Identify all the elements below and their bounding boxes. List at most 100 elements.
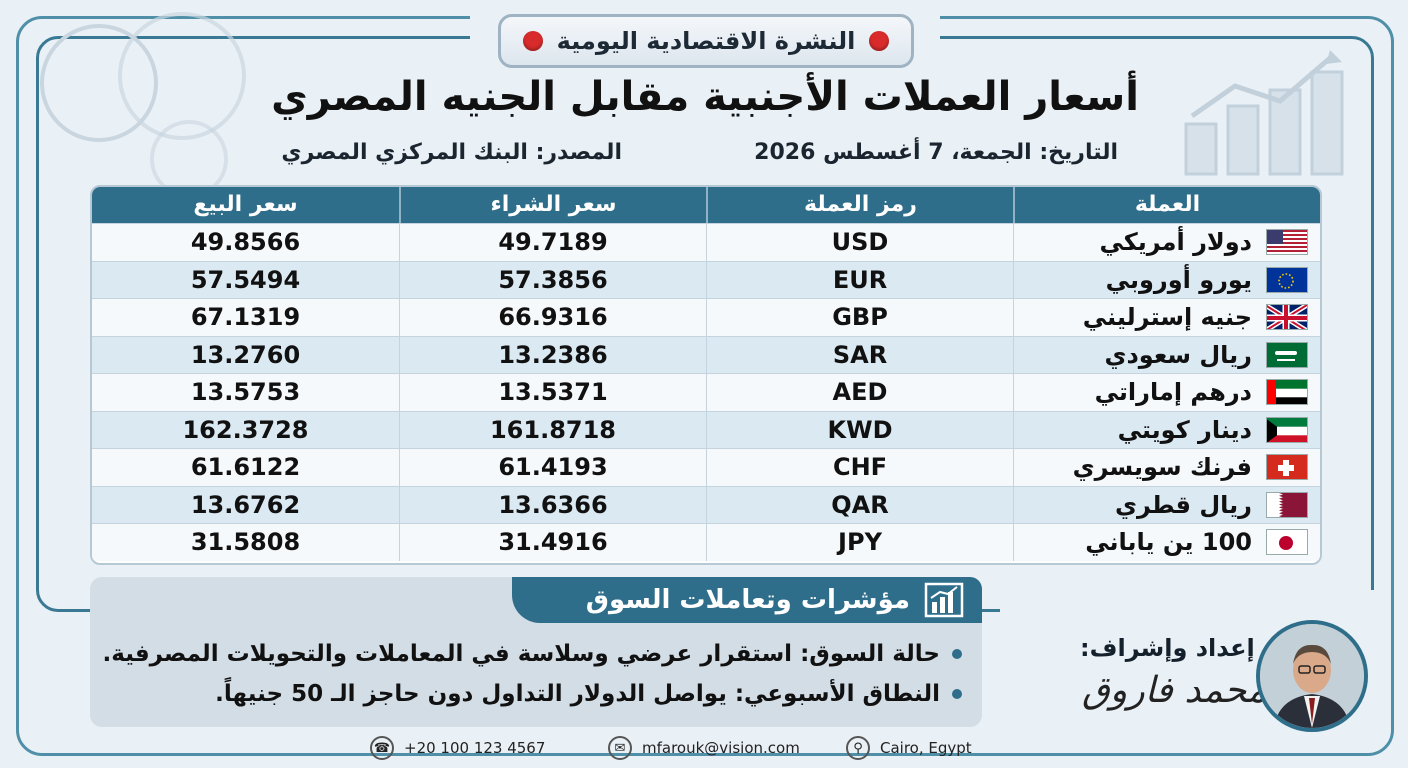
table-row: فرنك سويسري CHF 61.4193 61.6122 [92,448,1320,486]
currency-cell: فرنك سويسري [1013,449,1320,486]
weekly-range-text: النطاق الأسبوعي: يواصل الدولار التداول د… [215,681,940,707]
buy-price: 13.2386 [399,336,706,373]
ch-flag-icon [1266,454,1308,481]
location-pin-icon: ⚲ [846,736,870,760]
author-signature: محمد فاروق [1082,670,1267,711]
currency-name: فرنك سويسري [1072,453,1252,482]
table-row: ريال سعودي SAR 13.2386 13.2760 [92,335,1320,373]
currency-name: يورو أوروبي [1105,265,1252,294]
buy-price: 57.3856 [399,261,706,298]
sell-price: 61.6122 [190,453,301,481]
sell-price: 13.5753 [190,378,301,406]
table-row: درهم إماراتي AED 13.5371 13.5753 [92,373,1320,411]
table-row: 100 ين ياباني JPY 31.4916 31.5808 [92,523,1320,561]
currency-code: JPY [706,524,1013,561]
sell-price: 13.2760 [190,340,301,369]
currency-name: دولار أمريكي [1099,228,1252,257]
currency-name: دينار كويتي [1117,415,1252,444]
currency-code: EUR [706,261,1013,298]
currency-code: SAR [706,336,1013,373]
currency-name: جنيه إسترليني [1082,303,1252,332]
currency-code: KWD [706,411,1013,448]
exchange-rate-table: العملة رمز العملة سعر الشراء سعر البيع د… [90,185,1322,565]
red-dot-icon [522,31,543,51]
market-indicators-title: مؤشرات وتعاملات السوق [585,585,910,615]
author-label: إعداد وإشراف: [1080,634,1255,662]
buy-price: 13.5371 [399,374,706,411]
currency-name: ريال قطري [1114,490,1252,519]
currency-name: درهم إماراتي [1094,378,1252,407]
currency-cell: ريال قطري [1013,486,1320,523]
us-flag-icon [1266,229,1308,256]
qa-flag-icon [1266,491,1308,518]
phone-number: +20 100 123 4567 [404,739,546,757]
market-bullet: حالة السوق: استقرار عرضي وسلاسة في المعا… [103,641,962,667]
jp-flag-icon [1266,529,1308,556]
currency-name: ريال سعودي [1104,340,1252,369]
table-row: دينار كويتي KWD 161.8718 162.3728 [92,410,1320,448]
badge-label: النشرة الاقتصادية اليومية [556,27,856,55]
currency-cell: درهم إماراتي [1013,374,1320,411]
currency-code: AED [706,374,1013,411]
author-portrait-icon [1260,624,1364,728]
email-icon: ✉ [608,736,632,760]
currency-cell: دولار أمريكي [1013,224,1320,261]
sell-price: 49.8566 [190,228,301,256]
column-header-buy: سعر الشراء [399,187,706,223]
bulletin-date: التاريخ: الجمعة، 7 أغسطس 2026 [754,140,1118,165]
currency-code: USD [706,224,1013,261]
red-dot-icon [869,31,890,51]
currency-cell: جنيه إسترليني [1013,299,1320,336]
currency-cell: يورو أوروبي [1013,261,1320,298]
currency-name: 100 ين ياباني [1085,528,1252,557]
buy-price: 61.4193 [399,449,706,486]
currency-code: GBP [706,299,1013,336]
buy-price: 161.8718 [399,411,706,448]
table-row: جنيه إسترليني GBP 66.9316 67.1319 [92,298,1320,336]
buy-price: 13.6366 [399,486,706,523]
bulletin-badge: النشرة الاقتصادية اليومية [498,14,914,68]
contact-location: ⚲ Cairo, Egypt [846,736,972,760]
buy-price: 49.7189 [399,224,706,261]
table-row: يورو أوروبي EUR 57.3856 57.5494 [92,260,1320,298]
table-row: ريال قطري QAR 13.6366 13.6762 [92,485,1320,523]
uk-flag-icon [1266,304,1308,331]
contact-email[interactable]: ✉ mfarouk@vision.com [608,736,800,760]
ae-flag-icon [1266,379,1308,406]
bullet-dot-icon [952,649,962,659]
table-row: دولار أمريكي USD 49.7189 49.8566 [92,223,1320,261]
contact-phone[interactable]: ☎ +20 100 123 4567 [370,736,545,760]
growth-chart-icon [1184,50,1344,176]
buy-price: 66.9316 [399,299,706,336]
market-bullet: النطاق الأسبوعي: يواصل الدولار التداول د… [215,681,962,707]
column-header-code: رمز العملة [706,187,1013,223]
bullet-dot-icon [952,689,962,699]
table-body: دولار أمريكي USD 49.7189 49.8566 يورو أوروبي… [92,223,1320,561]
eu-flag-icon [1266,266,1308,293]
table-header: العملة رمز العملة سعر الشراء سعر البيع [92,187,1320,223]
market-indicators-header: مؤشرات وتعاملات السوق [512,577,982,623]
location-text: Cairo, Egypt [880,739,972,757]
currency-code: CHF [706,449,1013,486]
bar-chart-icon [924,582,964,618]
currency-cell: ريال سعودي [1013,336,1320,373]
column-header-sell: سعر البيع [193,192,298,217]
currency-cell: 100 ين ياباني [1013,524,1320,561]
kw-flag-icon [1266,416,1308,443]
market-status-text: حالة السوق: استقرار عرضي وسلاسة في المعا… [102,641,940,667]
sell-price: 67.1319 [190,303,301,331]
email-address: mfarouk@vision.com [642,739,800,757]
currency-code: QAR [706,486,1013,523]
currency-cell: دينار كويتي [1013,411,1320,448]
sell-price: 31.5808 [190,528,301,556]
author-avatar [1256,620,1368,732]
sell-price: 162.3728 [182,415,309,444]
market-indicators-panel: مؤشرات وتعاملات السوق حالة السوق: استقرا… [90,577,982,727]
data-source: المصدر: البنك المركزي المصري [281,140,622,165]
column-header-currency: العملة [1013,187,1320,223]
page-title: أسعار العملات الأجنبية مقابل الجنيه المص… [271,74,1139,120]
sell-price: 13.6762 [190,490,301,519]
sa-flag-icon [1266,341,1308,368]
buy-price: 31.4916 [399,524,706,561]
sell-price: 57.5494 [190,265,301,294]
